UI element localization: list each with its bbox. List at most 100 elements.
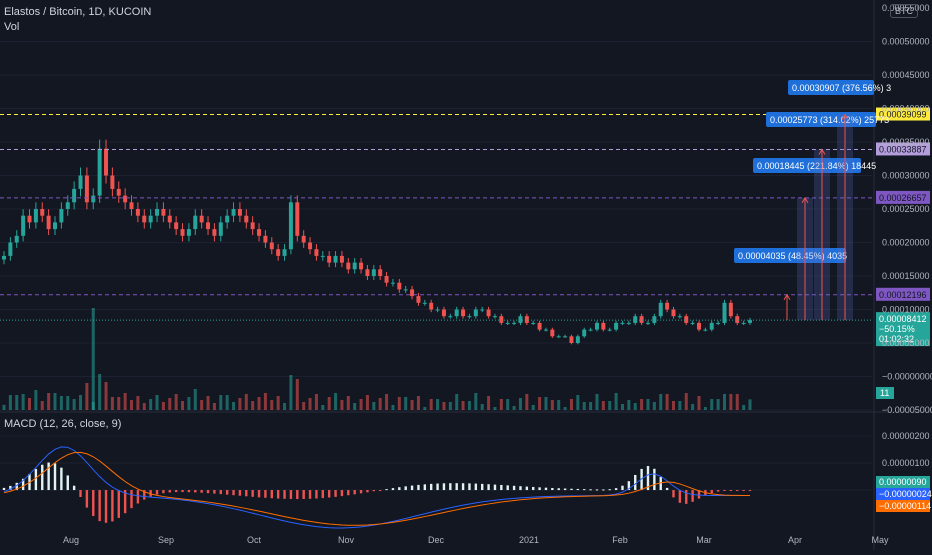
candle-body <box>269 242 274 250</box>
macd-hist-bar <box>34 468 38 491</box>
target-arrow-head <box>841 113 849 120</box>
macd-hist-bar <box>583 489 586 491</box>
volume-value-label: 11 <box>880 388 889 398</box>
volume-bar <box>270 400 274 410</box>
macd-indicator-title[interactable]: MACD (12, 26, close, 9) <box>4 418 122 430</box>
macd-hist-bar <box>251 490 254 497</box>
macd-value-badge-label: −0.00000024 <box>879 489 932 499</box>
volume-bar <box>334 393 338 410</box>
target-arrow-head <box>783 293 791 301</box>
candle-body <box>244 215 249 223</box>
macd-hist-bar <box>21 478 25 491</box>
macd-hist-bar <box>576 488 580 491</box>
candle-body <box>390 282 395 284</box>
macd-hist-bar <box>283 490 286 499</box>
macd-hist-bar <box>423 484 427 491</box>
macd-hist-bar <box>570 488 573 491</box>
macd-hist-bar <box>442 483 446 491</box>
macd-tick-label: 0.00000200 <box>882 431 930 441</box>
candle-body <box>14 235 19 243</box>
macd-hist-bar <box>289 490 293 499</box>
macd-hist-bar <box>710 490 713 494</box>
price-tick-label: 0.00020000 <box>882 238 930 248</box>
volume-bar <box>91 308 95 410</box>
target-label-box <box>753 158 861 173</box>
volume-bar <box>646 399 650 410</box>
signal-line <box>3 451 751 526</box>
volume-bar <box>716 399 720 410</box>
price-level-label: 0.00026657 <box>879 193 927 203</box>
volume-bar <box>295 379 299 410</box>
macd-hist-bar <box>716 490 720 492</box>
price-level-badge <box>876 190 930 204</box>
macd-hist-bar <box>429 483 433 491</box>
volume-bar <box>544 397 548 410</box>
volume-bar <box>283 403 287 410</box>
macd-hist-bar <box>608 489 611 491</box>
candle-body <box>441 309 446 317</box>
volume-bar <box>448 402 452 410</box>
candle-body <box>148 215 153 223</box>
volume-bar <box>40 401 44 410</box>
price-tick-label: 0.00010000 <box>882 305 930 315</box>
candle-body <box>84 175 89 203</box>
currency-badge[interactable]: BTC <box>890 0 918 18</box>
candle-body <box>352 262 357 270</box>
candle-body <box>626 322 631 324</box>
candle-body <box>633 316 638 323</box>
price-tick-label: 0.00025000 <box>882 204 930 214</box>
volume-bar <box>187 397 191 410</box>
candle-body <box>288 202 293 250</box>
candle-body <box>327 255 332 263</box>
volume-bar <box>346 396 350 410</box>
macd-hist-bar <box>155 490 159 495</box>
candle-body <box>690 322 695 324</box>
macd-hist-bar <box>321 490 325 499</box>
price-tick-label: 0.00050000 <box>882 37 930 47</box>
volume-bar <box>161 402 165 410</box>
macd-hist-bar <box>296 490 299 500</box>
candle-body <box>461 309 466 317</box>
volume-bar <box>397 397 401 410</box>
volume-bar <box>136 396 140 410</box>
candle-body <box>2 255 6 260</box>
volume-bar <box>327 397 331 410</box>
volume-bar <box>117 397 121 410</box>
volume-bar <box>385 394 389 410</box>
volume-indicator-label[interactable]: Vol <box>4 21 20 33</box>
candle-body <box>556 336 561 338</box>
macd-hist-bar <box>225 490 229 495</box>
target-label-box <box>766 112 876 127</box>
macd-hist-bar <box>53 463 57 491</box>
target-label: 0.00018445 (221.84%) 18445 <box>757 161 876 171</box>
price-tick-label: 0.00040000 <box>882 104 930 114</box>
candle-body <box>91 195 96 203</box>
x-tick-label: May <box>871 535 889 545</box>
volume-bar <box>550 400 554 410</box>
candle-body <box>524 316 529 323</box>
volume-bar <box>506 399 510 410</box>
volume-bar <box>219 395 223 410</box>
volume-bar <box>340 400 344 410</box>
macd-hist-bar <box>232 490 235 496</box>
macd-hist-bar <box>512 485 516 491</box>
volume-bar <box>442 402 446 410</box>
macd-hist-bar <box>181 490 184 493</box>
candle-body <box>167 215 172 223</box>
candle-body <box>237 209 242 216</box>
candle-body <box>346 262 351 270</box>
volume-bar <box>378 398 382 410</box>
candle-body <box>569 336 574 343</box>
macd-hist-bar <box>366 490 369 493</box>
candle-body <box>575 336 580 343</box>
price-tick-label: 0.00015000 <box>882 271 930 281</box>
macd-hist-bar <box>398 487 401 491</box>
volume-bar <box>15 395 19 410</box>
volume-bar <box>480 404 484 410</box>
volume-bar <box>474 393 478 410</box>
macd-hist-bar <box>391 488 395 491</box>
macd-hist-bar <box>41 464 44 491</box>
symbol-title[interactable]: Elastos / Bitcoin, 1D, KUCOIN <box>4 6 152 18</box>
macd-hist-badge <box>876 476 930 488</box>
